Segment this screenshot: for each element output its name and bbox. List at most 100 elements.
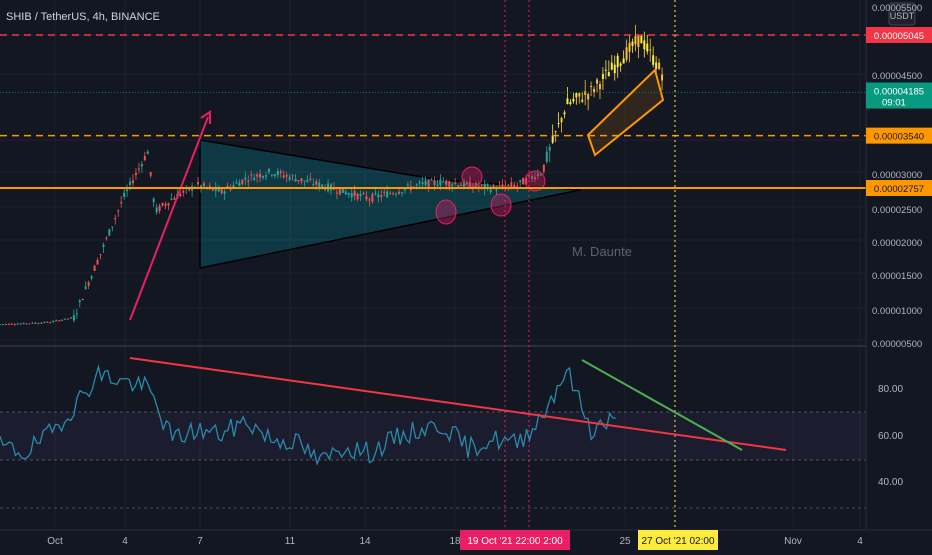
- candle-body: [525, 177, 528, 185]
- candle-body: [563, 112, 566, 115]
- touch-circle[interactable]: [435, 199, 457, 225]
- price-badges: 0.00005045 0.00003540 0.00002757 0.00004185…: [866, 27, 932, 196]
- candle-body: [457, 185, 460, 187]
- candle-body: [516, 185, 519, 187]
- time-highlight-pink: [460, 530, 570, 550]
- candle-body: [199, 185, 202, 188]
- candle-body: [584, 91, 587, 95]
- candle-body: [179, 193, 182, 196]
- touch-circle[interactable]: [524, 170, 546, 192]
- candle-body: [628, 42, 631, 52]
- candle-body: [250, 174, 253, 176]
- candle-body: [81, 299, 84, 301]
- symmetrical-triangle[interactable]: [199, 139, 581, 269]
- candle-body: [652, 55, 655, 65]
- touch-circle[interactable]: [461, 166, 483, 188]
- time-tick: 14: [359, 536, 371, 547]
- candle-body: [318, 182, 321, 188]
- candle-body: [454, 182, 457, 184]
- candle-body: [400, 192, 403, 194]
- candle-body: [551, 135, 554, 143]
- candle-body: [55, 320, 58, 322]
- rsi-trendline-green[interactable]: [581, 359, 743, 451]
- time-highlight-pink-label: 19 Oct '21 22:00 2:00: [467, 536, 563, 547]
- last-price-label: 0.00004185: [874, 87, 924, 98]
- candle-body: [114, 218, 117, 220]
- candle-body: [273, 174, 276, 176]
- candle-body: [604, 69, 607, 71]
- candle-body: [10, 323, 13, 325]
- candle-body: [49, 322, 52, 324]
- rsi-trendline-red[interactable]: [129, 357, 787, 451]
- candle-body: [383, 191, 386, 193]
- candle-body: [28, 323, 31, 325]
- candle-body: [616, 55, 619, 68]
- candle-body: [350, 193, 353, 198]
- currency-badge[interactable]: [888, 2, 916, 26]
- candle-body: [463, 181, 466, 187]
- candle-body: [531, 176, 533, 179]
- candle-body: [398, 191, 400, 194]
- time-tick: 25: [619, 536, 631, 547]
- candle-body: [625, 47, 628, 60]
- candle-body: [13, 324, 16, 326]
- candles: [0, 24, 664, 326]
- candle-body: [300, 178, 303, 182]
- candle-body: [64, 318, 67, 320]
- candle-body: [217, 188, 220, 192]
- candle-body: [613, 64, 616, 74]
- candle-body: [120, 202, 123, 204]
- candle-body: [347, 193, 350, 195]
- candle-body: [418, 182, 421, 184]
- candle-body: [69, 317, 72, 319]
- price-tick: 0.00002000: [872, 238, 922, 249]
- candle-body: [649, 49, 652, 51]
- impulse-arrow[interactable]: [129, 116, 209, 321]
- rising-channel[interactable]: [586, 68, 665, 157]
- candle-body: [430, 179, 433, 181]
- candle-body: [495, 189, 498, 191]
- candle-body: [232, 185, 235, 188]
- candle-body: [288, 176, 291, 180]
- candle-body: [634, 36, 637, 45]
- candle-body: [640, 35, 643, 44]
- candle-body: [149, 172, 152, 176]
- candle-body: [631, 41, 634, 47]
- candle-body: [536, 173, 539, 176]
- candle-body: [244, 177, 247, 180]
- candle-body: [575, 93, 578, 98]
- candle-body: [368, 199, 371, 201]
- candle-body: [129, 181, 132, 186]
- candle-body: [19, 323, 22, 325]
- last-price-badge: [866, 82, 932, 109]
- candle-body: [661, 74, 664, 81]
- candle-body: [492, 185, 495, 188]
- candle-body: [294, 178, 297, 182]
- candle-body: [262, 175, 265, 178]
- candle-body: [483, 183, 486, 190]
- time-tick: 7: [197, 536, 203, 547]
- candle-body: [569, 102, 572, 104]
- candle-body: [291, 175, 294, 177]
- candle-body: [270, 174, 273, 176]
- candle-body: [84, 286, 87, 289]
- chart-title: SHIB / TetherUS, 4h, BINANCE: [6, 11, 160, 23]
- candle-body: [72, 315, 75, 321]
- currency-label: USDT: [890, 11, 915, 21]
- candle-body: [117, 210, 120, 212]
- candle-body: [392, 193, 395, 195]
- price-tick: 0.00001500: [872, 271, 922, 282]
- candle-body: [519, 180, 522, 182]
- candle-body: [208, 185, 211, 187]
- candle-body: [132, 180, 134, 184]
- candle-body: [474, 182, 477, 187]
- candle-body: [279, 171, 282, 174]
- candle-body: [554, 131, 557, 133]
- candle-body: [578, 93, 581, 97]
- level-badge-label: 0.00003540: [874, 132, 924, 143]
- time-tick: Oct: [47, 536, 63, 547]
- level-badge-label: 0.00002757: [874, 184, 924, 195]
- touch-circle[interactable]: [490, 193, 512, 217]
